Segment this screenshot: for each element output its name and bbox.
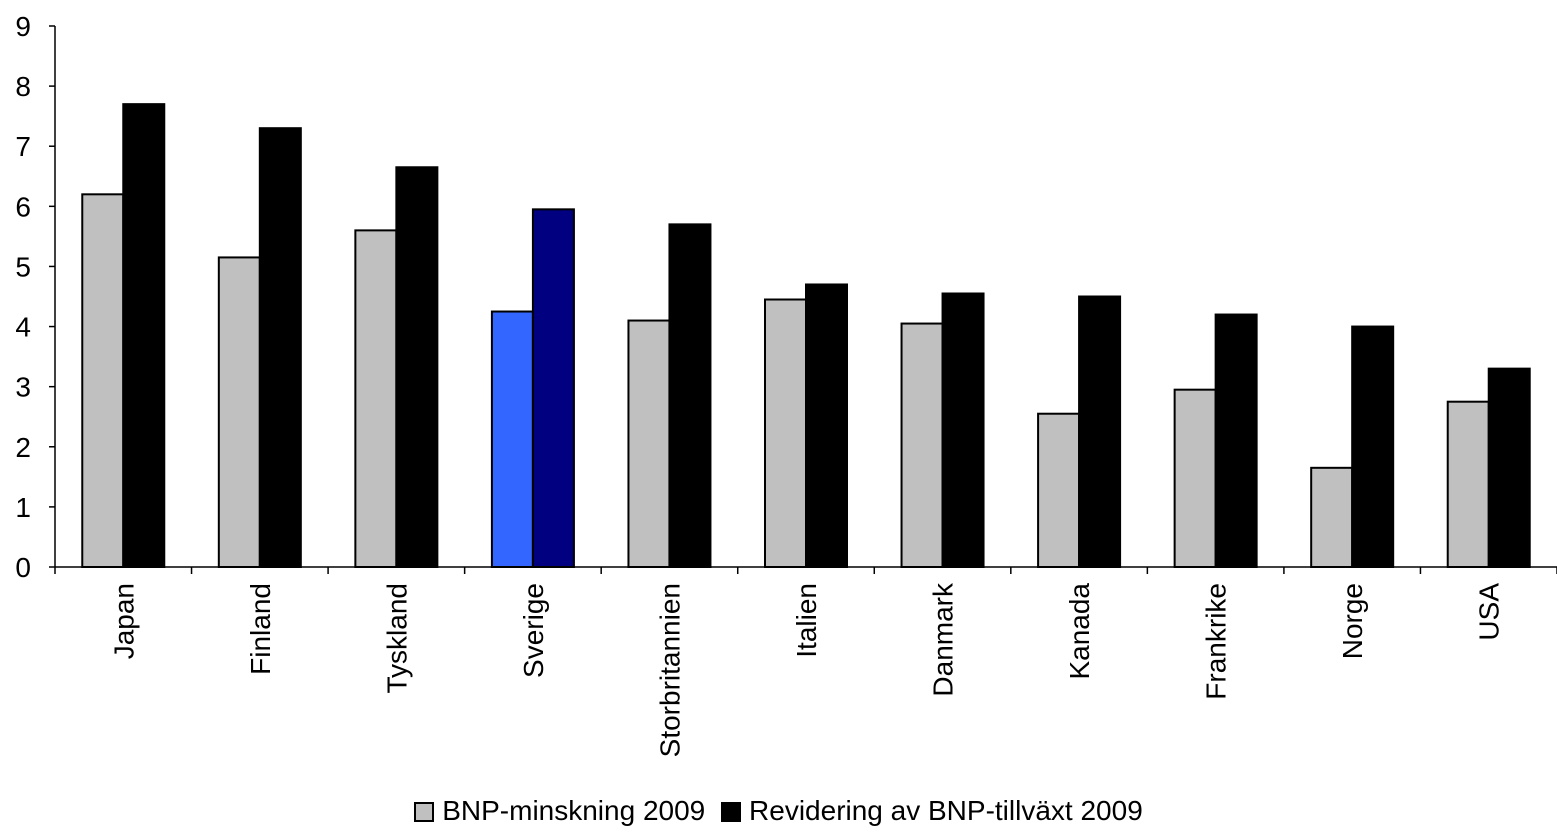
x-tick-label-sverige: Sverige	[518, 583, 549, 678]
x-tick-label-danmark: Danmark	[928, 582, 959, 697]
y-tick-label-0: 0	[15, 552, 31, 583]
bar-tyskland-series-1	[354, 229, 398, 568]
legend-item-series-2: Revidering av BNP-tillväxt 2009	[721, 795, 1143, 827]
bar-sverige-series-1	[490, 310, 534, 568]
labels-group: Japan Finland Tyskland Sverige Storbritannie…	[15, 11, 1504, 757]
bar-norge-series-2	[1351, 325, 1395, 568]
x-tick-label-usa: USA	[1474, 583, 1505, 641]
bar-finland-series-2	[258, 127, 302, 568]
bar-danmark-series-1	[900, 322, 944, 568]
legend-swatch-series-1	[414, 802, 435, 822]
bar-norge-series-1	[1310, 466, 1354, 569]
legend-label-series-1: BNP-minskning 2009	[442, 795, 706, 826]
y-tick-label-3: 3	[15, 372, 31, 403]
x-tick-label-finland: Finland	[245, 583, 276, 675]
y-tick-label-1: 1	[15, 492, 31, 523]
y-tick-label-8: 8	[15, 71, 31, 102]
legend-label-series-2: Revidering av BNP-tillväxt 2009	[749, 795, 1143, 826]
x-tick-label-storbritannien: Storbritannien	[654, 583, 685, 757]
axes-group	[49, 25, 1557, 574]
legend-swatch-series-2	[721, 802, 742, 822]
y-tick-label-6: 6	[15, 191, 31, 222]
bar-sverige-series-2	[531, 208, 575, 568]
x-tick-label-tyskland: Tyskland	[381, 583, 412, 694]
y-tick-label-9: 9	[15, 11, 31, 42]
bar-danmark-series-2	[941, 292, 985, 568]
x-tick-label-italien: Italien	[791, 583, 822, 658]
bar-storbritannien-series-2	[668, 223, 712, 568]
bar-usa-series-2	[1487, 367, 1531, 568]
y-tick-label-2: 2	[15, 432, 31, 463]
y-tick-label-4: 4	[15, 312, 31, 343]
bar-japan-series-1	[81, 193, 125, 569]
bar-italien-series-1	[764, 298, 807, 568]
y-tick-label-7: 7	[15, 131, 31, 162]
bar-italien-series-2	[805, 283, 848, 568]
bar-tyskland-series-2	[395, 166, 439, 568]
bar-kanada-series-2	[1078, 295, 1122, 568]
legend-item-series-1: BNP-minskning 2009	[414, 795, 705, 827]
x-tick-label-japan: Japan	[108, 583, 139, 659]
x-tick-label-kanada: Kanada	[1064, 583, 1095, 680]
bar-japan-series-2	[122, 103, 166, 569]
bar-usa-series-1	[1446, 400, 1490, 569]
x-tick-label-frankrike: Frankrike	[1201, 583, 1232, 700]
bar-storbritannien-series-1	[627, 319, 671, 568]
bar-frankrike-series-2	[1214, 313, 1258, 568]
bars-group	[81, 103, 1531, 569]
y-tick-label-5: 5	[15, 251, 31, 282]
bar-finland-series-1	[217, 256, 261, 568]
bar-frankrike-series-1	[1173, 388, 1217, 568]
bar-kanada-series-1	[1037, 412, 1081, 569]
legend: BNP-minskning 2009 Revidering av BNP-til…	[0, 795, 1557, 827]
x-tick-label-norge: Norge	[1337, 583, 1368, 659]
